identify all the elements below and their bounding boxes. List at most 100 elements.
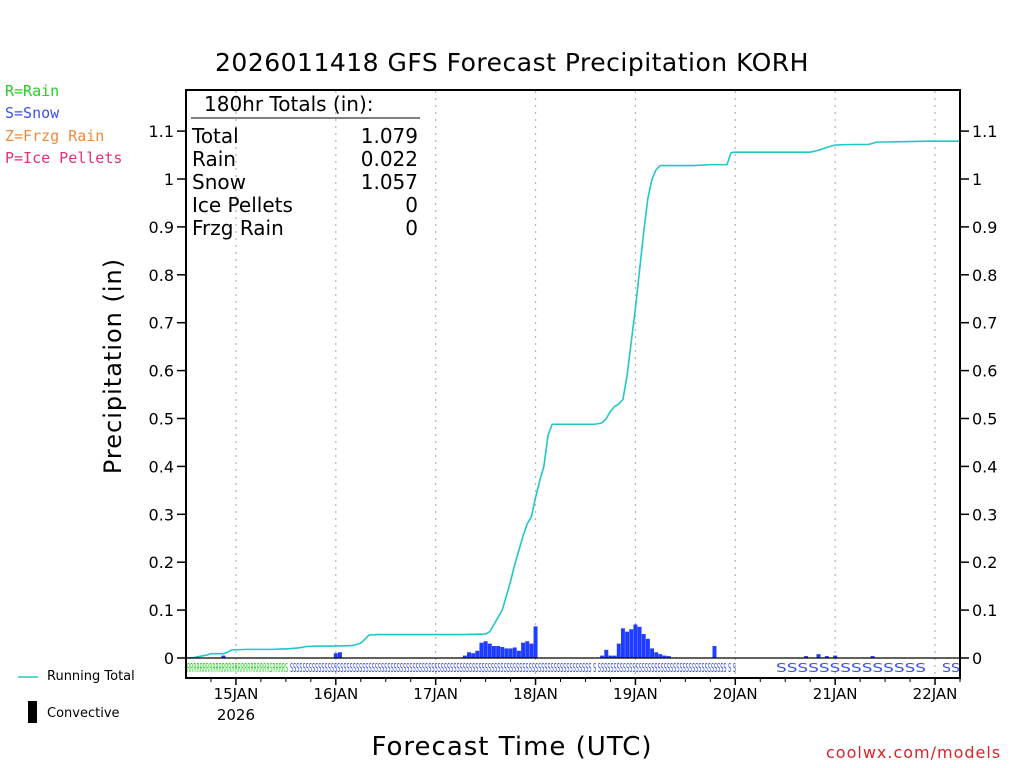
y-tick-label-right: 1.1	[972, 122, 997, 141]
y-tick-label-right: 1	[972, 170, 982, 189]
convective-bar	[654, 652, 659, 658]
chart-title: 2026011418 GFS Forecast Precipitation KO…	[215, 48, 809, 77]
convective-bar	[666, 656, 671, 658]
x-axis-label: Forecast Time (UTC)	[371, 732, 653, 762]
legend-convective-swatch	[28, 701, 37, 723]
convective-bar	[816, 654, 821, 658]
convective-bar	[658, 654, 663, 658]
y-tick-label-left: 0.7	[149, 314, 174, 333]
totals-value-snow: 1.057	[361, 170, 418, 194]
convective-bar	[625, 631, 630, 658]
convective-bar	[833, 655, 838, 658]
convective-bar	[504, 648, 509, 658]
convective-bar	[637, 626, 642, 658]
x-tick-label: 22JAN	[913, 685, 958, 703]
convective-bar	[620, 628, 625, 658]
convective-bar	[471, 653, 476, 658]
plot-frame	[185, 89, 961, 679]
y-tick-label-right: 0	[972, 649, 982, 668]
convective-bar	[521, 642, 526, 658]
convective-bars	[221, 624, 875, 658]
y-tick-label-left: 0.3	[149, 505, 174, 524]
convective-bar	[487, 643, 492, 658]
convective-bar	[604, 649, 609, 658]
y-tick-label-left: 0.4	[149, 457, 174, 476]
convective-bar	[462, 655, 467, 658]
convective-bar	[475, 650, 480, 658]
convective-bar	[496, 646, 501, 658]
convective-bar	[221, 655, 226, 658]
y-tick-label-right: 0.6	[972, 362, 997, 381]
y-tick-label-left: 0.6	[149, 362, 174, 381]
convective-bar	[645, 638, 650, 658]
convective-bar	[616, 643, 621, 658]
y-tick-label-right: 0.4	[972, 457, 997, 476]
x-tick-label: 19JAN	[613, 685, 658, 703]
ptype-snow-marks-late: SSSSSSSSSSSSSS	[776, 661, 926, 675]
x-tick-label: 17JAN	[413, 685, 458, 703]
convective-bar	[529, 643, 534, 658]
convective-bar	[516, 650, 521, 658]
totals-value-total: 1.079	[361, 124, 418, 148]
totals-heading: 180hr Totals (in):	[204, 92, 374, 116]
totals-label-ice-pellets: Ice Pellets	[192, 193, 293, 217]
x-tick-label: 21JAN	[813, 685, 858, 703]
convective-bar	[608, 655, 613, 658]
credit-link[interactable]: coolwx.com/models	[826, 743, 1002, 762]
legend-convective-label: Convective	[47, 706, 120, 721]
totals-value-rain: 0.022	[361, 147, 418, 171]
convective-bar	[641, 634, 646, 658]
convective-bar	[629, 629, 634, 658]
convective-bar	[337, 652, 342, 658]
convective-bar	[533, 626, 538, 658]
y-tick-label-left: 0.2	[149, 553, 174, 572]
totals-label-snow: Snow	[192, 170, 246, 194]
legend-running-total-label: Running Total	[47, 669, 135, 684]
convective-bar	[483, 641, 488, 658]
totals-value-frzg-rain: 0	[405, 216, 418, 240]
totals-box: 180hr Totals (in): Total 1.079 Rain 0.02…	[191, 92, 420, 240]
y-tick-label-left: 0	[164, 649, 174, 668]
x-tick-label: 18JAN	[513, 685, 558, 703]
axes: 15JAN 2026 16JAN 17JAN 18JAN 19JAN 20JAN 21JAN 2…	[149, 122, 998, 724]
y-tick-label-right: 0.5	[972, 410, 997, 429]
y-tick-label-right: 0.3	[972, 505, 997, 524]
ptype-legend-rain: R=Rain	[5, 82, 60, 100]
convective-bar	[333, 653, 338, 658]
convective-bar	[512, 647, 517, 658]
convective-bar	[479, 642, 484, 658]
y-tick-label-right: 0.7	[972, 314, 997, 333]
y-tick-label-left: 1.1	[149, 122, 174, 141]
ptype-strip: RRRRRRRRRRRRRRRRRRRRRRRRRRSRRRRS SSSSSSSS…	[187, 661, 960, 675]
totals-label-total: Total	[191, 124, 239, 148]
x-tick-sublabel: 2026	[217, 706, 255, 724]
y-tick-label-left: 0.5	[149, 410, 174, 429]
convective-bar	[525, 641, 530, 658]
ptype-snow-marks: SSSSSSSSSSSSSSSSSSSSSSSSSSSSSSSSSSSSSSSS…	[290, 661, 736, 675]
convective-bar	[633, 624, 638, 658]
x-tick-label: 20JAN	[713, 685, 758, 703]
convective-bar	[612, 655, 617, 658]
running-total-line	[185, 140, 960, 659]
y-tick-label-right: 0.1	[972, 601, 997, 620]
ptype-rain-marks: RRRRRRRRRRRRRRRRRRRRRRRRRRSRRRRS	[187, 661, 288, 675]
y-tick-label-left: 1	[164, 170, 174, 189]
y-tick-label-right: 0.9	[972, 218, 997, 237]
gridlines	[235, 91, 936, 677]
ptype-snow-marks-end: SS	[942, 661, 960, 675]
ptype-legend-snow: S=Snow	[5, 104, 60, 122]
convective-bar	[500, 646, 505, 658]
y-tick-label-left: 0.8	[149, 266, 174, 285]
convective-bar	[870, 656, 875, 658]
convective-bar	[712, 646, 717, 658]
convective-bar	[600, 655, 605, 658]
ptype-legend-ice-pellets: P=Ice Pellets	[5, 149, 123, 167]
y-tick-label-left: 0.9	[149, 218, 174, 237]
y-tick-label-left: 0.1	[149, 601, 174, 620]
y-tick-label-right: 0.2	[972, 553, 997, 572]
convective-bar	[508, 648, 513, 658]
totals-value-ice-pellets: 0	[405, 193, 418, 217]
convective-bar	[491, 646, 496, 658]
totals-label-frzg-rain: Frzg Rain	[192, 216, 284, 240]
